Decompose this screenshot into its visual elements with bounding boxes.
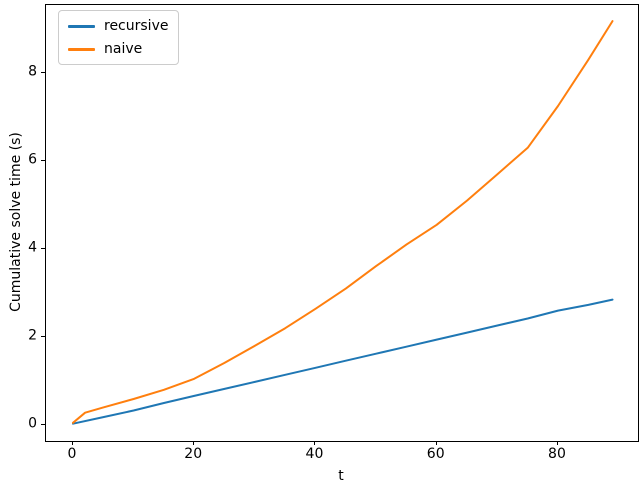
x-tick-label-40: 40 xyxy=(305,446,324,462)
y-tick-0 xyxy=(41,423,45,425)
legend: recursive naive xyxy=(58,10,180,66)
y-tick-8 xyxy=(41,71,45,73)
y-tick-label-0: 0 xyxy=(28,415,37,432)
x-tick-0 xyxy=(71,441,73,445)
legend-swatch-recursive xyxy=(68,24,95,28)
y-tick-2 xyxy=(41,335,45,337)
recursive-line xyxy=(72,298,614,425)
y-tick-label-4: 4 xyxy=(28,239,37,256)
naive-line xyxy=(72,20,614,424)
x-tick-label-60: 60 xyxy=(426,446,445,462)
x-tick-80 xyxy=(556,441,558,445)
x-tick-20 xyxy=(193,441,195,445)
legend-item-recursive: recursive xyxy=(68,18,168,34)
legend-swatch-naive xyxy=(68,47,95,51)
x-tick-label-0: 0 xyxy=(67,446,77,462)
plot-svg xyxy=(72,20,614,425)
x-tick-60 xyxy=(435,441,437,445)
plot-area: recursive naive xyxy=(45,4,639,442)
y-tick-label-2: 2 xyxy=(28,327,37,344)
x-tick-40 xyxy=(314,441,316,445)
y-tick-6 xyxy=(41,159,45,161)
legend-item-naive: naive xyxy=(68,41,168,57)
legend-label-naive: naive xyxy=(104,41,143,58)
y-tick-4 xyxy=(41,247,45,249)
y-tick-label-8: 8 xyxy=(28,63,37,80)
x-tick-label-80: 80 xyxy=(548,446,566,462)
x-tick-label-20: 20 xyxy=(184,446,203,462)
y-tick-label-6: 6 xyxy=(28,151,37,168)
x-axis-label: t xyxy=(338,468,344,484)
legend-label-recursive: recursive xyxy=(104,18,169,34)
